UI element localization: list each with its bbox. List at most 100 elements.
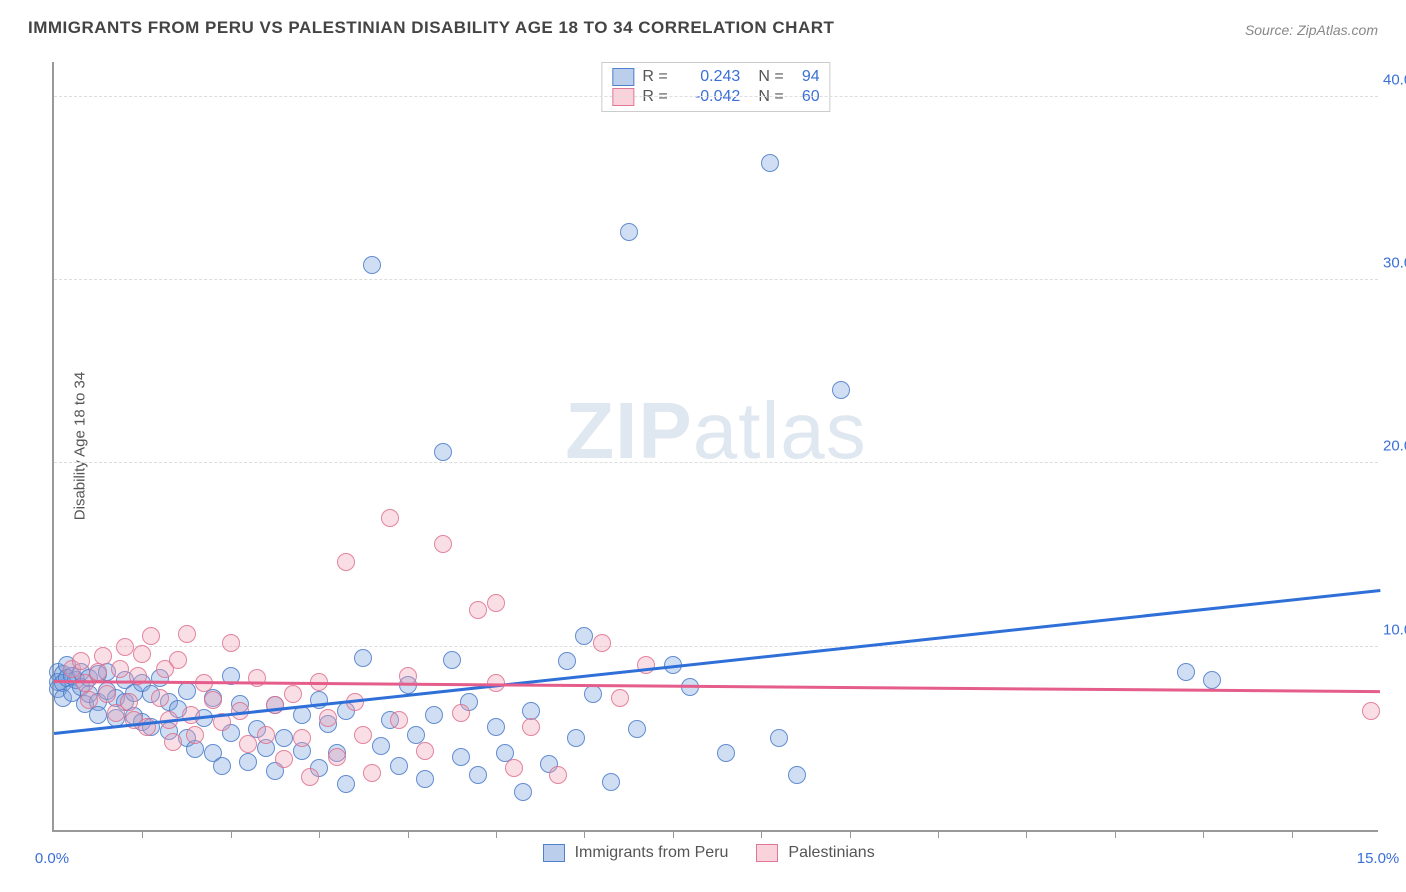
data-point [133, 645, 151, 663]
data-point [186, 726, 204, 744]
data-point [611, 689, 629, 707]
trend-line [54, 680, 1380, 693]
data-point [328, 748, 346, 766]
legend-label: Immigrants from Peru [575, 844, 729, 862]
data-point [593, 634, 611, 652]
scatter-plot-area: ZIPatlas R =0.243N =94R =-0.042N =60 10.… [52, 62, 1378, 832]
data-point [72, 652, 90, 670]
data-point [522, 718, 540, 736]
x-tick [1026, 830, 1027, 838]
data-point [425, 706, 443, 724]
gridline [54, 96, 1378, 97]
data-point [257, 726, 275, 744]
data-point [452, 748, 470, 766]
data-point [390, 711, 408, 729]
x-tick [408, 830, 409, 838]
x-tick [1292, 830, 1293, 838]
data-point [717, 744, 735, 762]
data-point [416, 770, 434, 788]
legend-r-value: 0.243 [680, 68, 740, 86]
data-point [416, 742, 434, 760]
data-point [363, 256, 381, 274]
data-point [363, 764, 381, 782]
x-tick [1115, 830, 1116, 838]
y-tick-label: 20.0% [1383, 438, 1406, 455]
legend-n-value: 60 [792, 88, 820, 106]
data-point [1177, 663, 1195, 681]
x-tick [142, 830, 143, 838]
data-point [434, 535, 452, 553]
data-point [164, 733, 182, 751]
x-axis-label: 15.0% [1357, 850, 1400, 867]
x-tick [231, 830, 232, 838]
data-point [620, 223, 638, 241]
data-point [239, 735, 257, 753]
data-point [239, 753, 257, 771]
data-point [575, 627, 593, 645]
data-point [522, 702, 540, 720]
legend-n-label: N = [758, 68, 783, 86]
x-tick [584, 830, 585, 838]
y-tick-label: 40.0% [1383, 71, 1406, 88]
data-point [770, 729, 788, 747]
gridline [54, 646, 1378, 647]
data-point [98, 685, 116, 703]
data-point [788, 766, 806, 784]
data-point [602, 773, 620, 791]
data-point [169, 651, 187, 669]
data-point [469, 601, 487, 619]
x-tick [938, 830, 939, 838]
legend-label: Palestinians [788, 844, 874, 862]
x-tick [319, 830, 320, 838]
x-tick [850, 830, 851, 838]
data-point [337, 553, 355, 571]
y-tick-label: 10.0% [1383, 621, 1406, 638]
legend-swatch [756, 844, 778, 862]
data-point [222, 634, 240, 652]
x-tick [496, 830, 497, 838]
data-point [628, 720, 646, 738]
data-point [354, 726, 372, 744]
data-point [151, 689, 169, 707]
data-point [111, 660, 129, 678]
data-point [80, 691, 98, 709]
data-point [549, 766, 567, 784]
data-point [487, 594, 505, 612]
data-point [390, 757, 408, 775]
series-legend: Immigrants from Peru Palestinians [543, 844, 893, 862]
source-attribution: Source: ZipAtlas.com [1245, 22, 1378, 38]
data-point [204, 691, 222, 709]
data-point [407, 726, 425, 744]
data-point [452, 704, 470, 722]
data-point [337, 775, 355, 793]
data-point [558, 652, 576, 670]
data-point [354, 649, 372, 667]
x-tick [673, 830, 674, 838]
data-point [182, 706, 200, 724]
legend-n-label: N = [758, 88, 783, 106]
data-point [469, 766, 487, 784]
legend-row: R =-0.042N =60 [612, 87, 819, 107]
data-point [832, 381, 850, 399]
data-point [116, 638, 134, 656]
data-point [584, 685, 602, 703]
y-tick-label: 30.0% [1383, 255, 1406, 272]
correlation-legend: R =0.243N =94R =-0.042N =60 [601, 62, 830, 112]
data-point [213, 757, 231, 775]
data-point [178, 625, 196, 643]
legend-swatch [612, 88, 634, 106]
data-point [381, 509, 399, 527]
x-tick [1203, 830, 1204, 838]
gridline [54, 462, 1378, 463]
data-point [301, 768, 319, 786]
legend-row: R =0.243N =94 [612, 67, 819, 87]
data-point [178, 682, 196, 700]
data-point [319, 709, 337, 727]
data-point [1203, 671, 1221, 689]
data-point [487, 718, 505, 736]
x-tick [761, 830, 762, 838]
data-point [505, 759, 523, 777]
data-point [275, 729, 293, 747]
data-point [248, 669, 266, 687]
gridline [54, 279, 1378, 280]
